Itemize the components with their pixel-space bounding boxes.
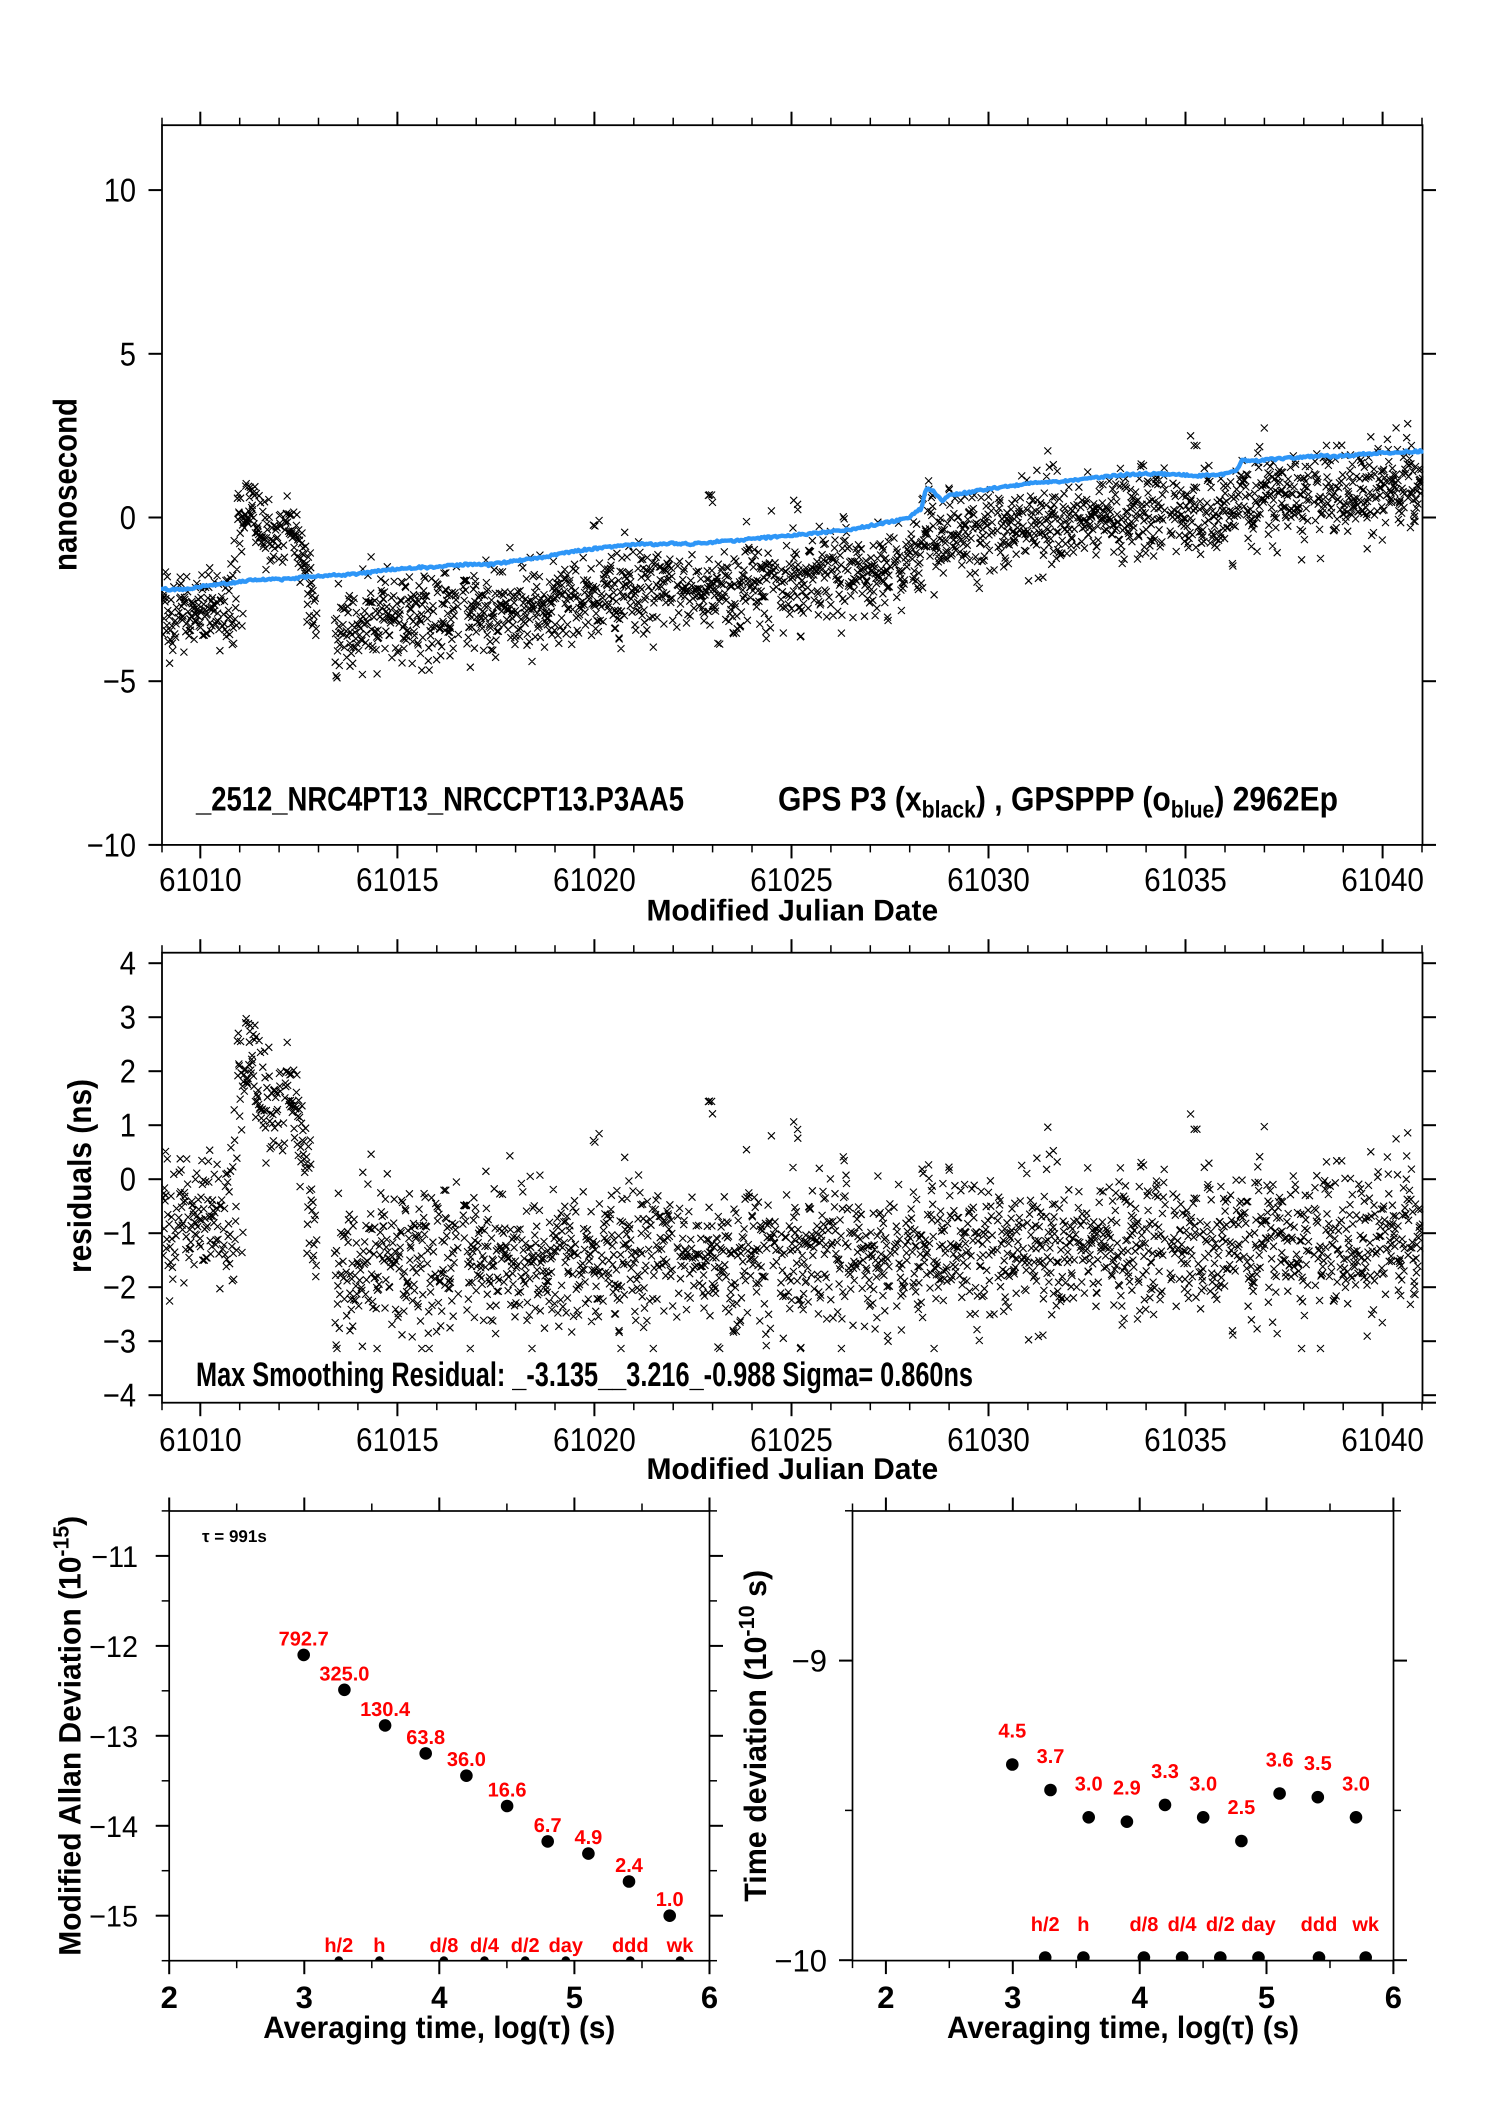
svg-text:h: h xyxy=(1077,1914,1089,1936)
svg-text:wk: wk xyxy=(1351,1914,1380,1936)
svg-text:4: 4 xyxy=(431,1980,448,2015)
svg-text:61010: 61010 xyxy=(159,1421,242,1458)
svg-text:16.6: 16.6 xyxy=(488,1780,527,1802)
svg-text:−5: −5 xyxy=(103,663,136,700)
svg-text:d/8: d/8 xyxy=(429,1935,458,1957)
svg-text:3: 3 xyxy=(296,1980,313,2015)
svg-text:3: 3 xyxy=(1004,1980,1021,2015)
svg-text:61040: 61040 xyxy=(1341,1421,1424,1458)
svg-text:3.3: 3.3 xyxy=(1151,1761,1179,1783)
svg-text:−10: −10 xyxy=(774,1944,827,1979)
svg-text:−15: −15 xyxy=(89,1901,138,1934)
svg-text:0: 0 xyxy=(120,1161,136,1198)
svg-text:d/8: d/8 xyxy=(1129,1914,1158,1936)
svg-text:−4: −4 xyxy=(103,1377,136,1414)
svg-text:3.5: 3.5 xyxy=(1304,1753,1332,1775)
svg-text:Modified Julian Date: Modified Julian Date xyxy=(646,1453,938,1486)
svg-text:wk: wk xyxy=(666,1935,695,1957)
svg-text:Averaging time, log(τ) (s): Averaging time, log(τ) (s) xyxy=(263,2010,615,2045)
svg-text:day: day xyxy=(549,1935,584,1957)
svg-text:d/4: d/4 xyxy=(1168,1914,1198,1936)
svg-text:61020: 61020 xyxy=(553,1421,636,1458)
svg-text:61030: 61030 xyxy=(947,1421,1030,1458)
svg-text:3.7: 3.7 xyxy=(1037,1746,1065,1768)
svg-text:−1: −1 xyxy=(103,1215,136,1252)
svg-text:792.7: 792.7 xyxy=(279,1628,329,1650)
svg-text:4.9: 4.9 xyxy=(574,1827,602,1849)
svg-text:2: 2 xyxy=(877,1980,894,2015)
svg-text:6: 6 xyxy=(701,1980,718,2015)
svg-text:2.5: 2.5 xyxy=(1227,1797,1255,1819)
svg-text:5: 5 xyxy=(566,1980,583,2015)
svg-text:3.6: 3.6 xyxy=(1266,1750,1294,1772)
svg-text:61035: 61035 xyxy=(1144,861,1227,898)
svg-text:6.7: 6.7 xyxy=(534,1815,562,1837)
svg-text:−2: −2 xyxy=(103,1269,136,1306)
svg-text:61015: 61015 xyxy=(356,1421,439,1458)
svg-text:61010: 61010 xyxy=(159,861,242,898)
svg-text:d/2: d/2 xyxy=(511,1935,540,1957)
svg-text:−11: −11 xyxy=(91,1541,138,1574)
svg-text:2.4: 2.4 xyxy=(615,1855,644,1877)
svg-text:1.0: 1.0 xyxy=(656,1889,684,1911)
svg-text:Averaging time, log(τ) (s): Averaging time, log(τ) (s) xyxy=(947,2010,1299,2045)
svg-text:3.0: 3.0 xyxy=(1075,1773,1103,1795)
svg-text:5: 5 xyxy=(1258,1980,1275,2015)
svg-text:1: 1 xyxy=(120,1107,136,1144)
svg-text:−12: −12 xyxy=(89,1631,138,1664)
svg-text:−14: −14 xyxy=(89,1811,138,1844)
svg-text:61015: 61015 xyxy=(356,861,439,898)
svg-text:36.0: 36.0 xyxy=(447,1749,486,1771)
svg-text:ddd: ddd xyxy=(612,1935,649,1957)
svg-text:d/4: d/4 xyxy=(470,1935,500,1957)
svg-text:2: 2 xyxy=(120,1053,136,1090)
svg-text:τ = 991s: τ = 991s xyxy=(202,1527,267,1546)
svg-text:325.0: 325.0 xyxy=(319,1663,369,1685)
svg-text:61025: 61025 xyxy=(750,1421,833,1458)
svg-text:61030: 61030 xyxy=(947,861,1030,898)
svg-text:−3: −3 xyxy=(103,1323,136,1360)
svg-text:5: 5 xyxy=(120,335,136,372)
svg-text:130.4: 130.4 xyxy=(360,1699,411,1721)
svg-text:Modified Julian Date: Modified Julian Date xyxy=(646,895,938,928)
svg-text:Modified Allan Deviation (10-1: Modified Allan Deviation (10-15) xyxy=(49,1516,88,1956)
svg-text:10: 10 xyxy=(104,172,136,209)
svg-text:−10: −10 xyxy=(87,826,136,863)
svg-text:61025: 61025 xyxy=(750,861,833,898)
svg-text:61020: 61020 xyxy=(553,861,636,898)
svg-text:h/2: h/2 xyxy=(324,1935,353,1957)
svg-text:h: h xyxy=(373,1935,385,1957)
svg-text:3: 3 xyxy=(120,999,136,1036)
svg-text:4: 4 xyxy=(120,945,136,982)
svg-text:0: 0 xyxy=(120,499,136,536)
svg-text:61040: 61040 xyxy=(1341,861,1424,898)
svg-text:−9: −9 xyxy=(792,1644,827,1679)
svg-text:3.0: 3.0 xyxy=(1189,1773,1217,1795)
svg-text:2: 2 xyxy=(161,1980,178,2015)
svg-text:_2512_NRC4PT13_NRCCPT13.P3AA5: _2512_NRC4PT13_NRCCPT13.P3AA5 xyxy=(195,781,684,819)
svg-text:4.5: 4.5 xyxy=(998,1721,1026,1743)
svg-text:residuals (ns): residuals (ns) xyxy=(61,1079,98,1273)
svg-text:3.0: 3.0 xyxy=(1342,1773,1370,1795)
svg-text:GPS P3 (xblack) , GPSPPP (obl: GPS P3 (xblack) , GPSPPP (oblue) 2962Ep xyxy=(778,781,1338,824)
svg-text:61035: 61035 xyxy=(1144,1421,1227,1458)
svg-text:ddd: ddd xyxy=(1301,1914,1338,1936)
svg-text:−13: −13 xyxy=(89,1721,138,1754)
svg-text:2.9: 2.9 xyxy=(1113,1778,1141,1800)
svg-text:63.8: 63.8 xyxy=(406,1727,445,1749)
svg-text:6: 6 xyxy=(1385,1980,1402,2015)
svg-text:d/2: d/2 xyxy=(1206,1914,1235,1936)
svg-text:day: day xyxy=(1241,1914,1276,1936)
svg-text:nanosecond: nanosecond xyxy=(47,398,84,571)
svg-text:4: 4 xyxy=(1132,1980,1149,2015)
svg-text:Max Smoothing Residual: _-3.13: Max Smoothing Residual: _-3.135__3.216_-… xyxy=(196,1356,973,1394)
svg-text:h/2: h/2 xyxy=(1031,1914,1060,1936)
